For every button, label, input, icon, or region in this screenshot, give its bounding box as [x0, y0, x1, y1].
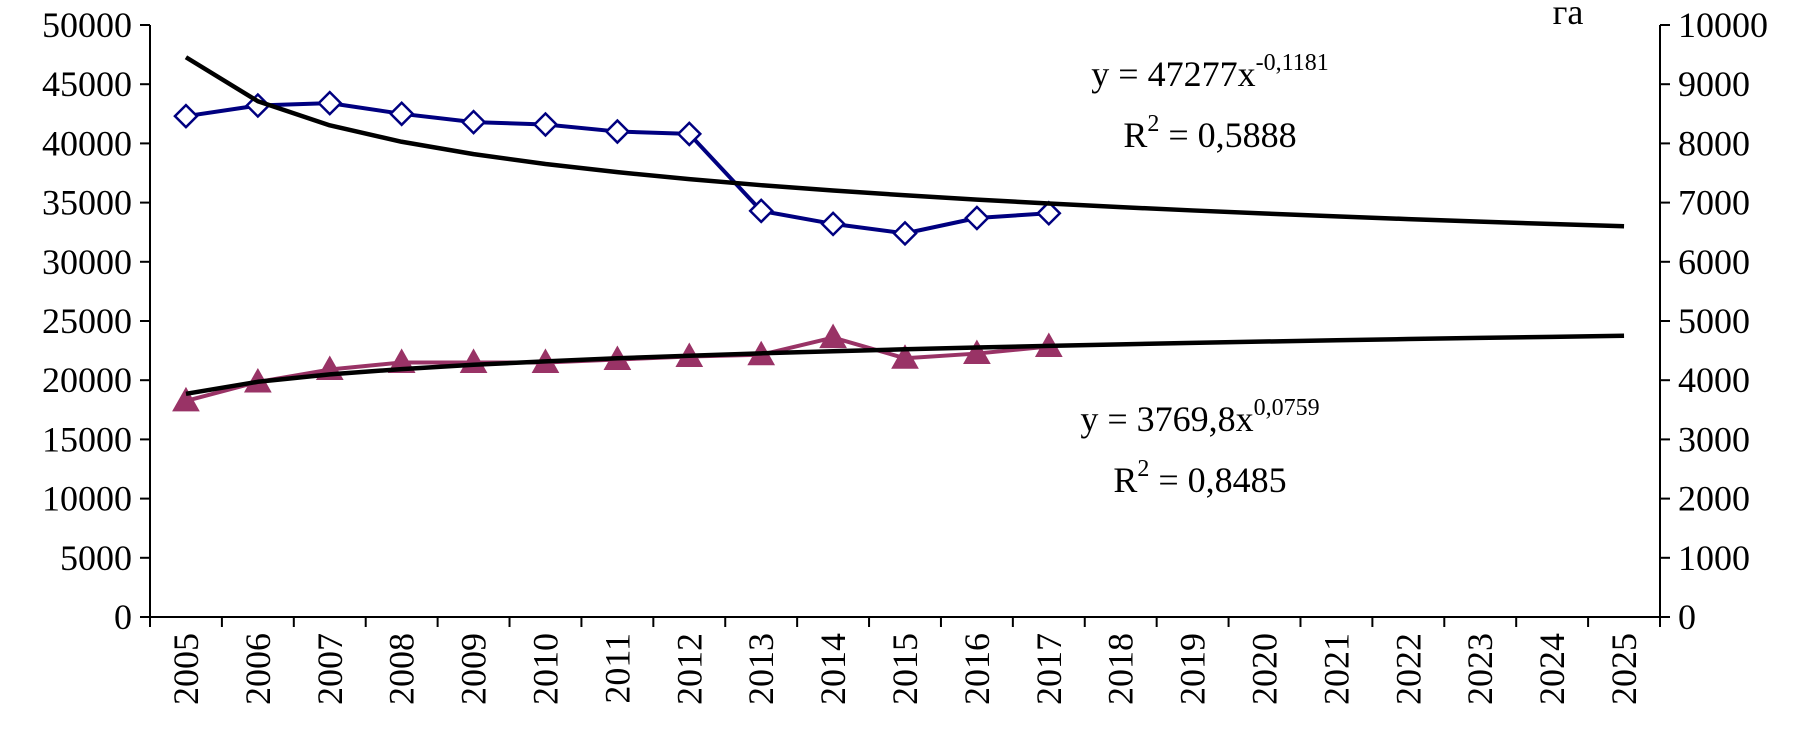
- y2-tick-label: 1000: [1678, 538, 1750, 578]
- diamond-marker: [532, 111, 559, 138]
- equation-base: R: [1123, 115, 1147, 155]
- diamond-marker: [1036, 200, 1062, 227]
- trend-line: [184, 55, 1625, 229]
- trend-line: [185, 333, 1625, 397]
- x-tick-label: 2015: [885, 633, 925, 705]
- y2-tick-label: 9000: [1678, 64, 1750, 104]
- y-tick-label: 45000: [42, 64, 132, 104]
- triangle-marker: [963, 339, 991, 365]
- y2-tick-label: 6000: [1678, 242, 1750, 282]
- y2-tick-label: 4000: [1678, 360, 1750, 400]
- x-tick-label: 2021: [1316, 633, 1356, 705]
- diamond-marker: [460, 109, 487, 135]
- diamond-marker: [820, 211, 846, 237]
- triangle-marker: [819, 323, 847, 349]
- equation-label: y = 47277x-0,1181: [1091, 50, 1328, 94]
- y2-axis-label: га: [1553, 0, 1584, 32]
- y-tick-label: 40000: [42, 123, 132, 163]
- y2-tick-label: 0: [1678, 597, 1696, 637]
- equation-sup: 2: [1147, 111, 1159, 137]
- y-tick-label: 50000: [42, 5, 132, 45]
- x-tick-label: 2020: [1245, 633, 1285, 705]
- x-tick-label: 2019: [1173, 633, 1213, 705]
- y-tick-label: 35000: [42, 183, 132, 223]
- x-tick-label: 2008: [382, 633, 422, 705]
- y-tick-label: 5000: [60, 538, 132, 578]
- diamond-marker: [604, 118, 631, 145]
- y-tick-label: 0: [114, 597, 132, 637]
- equation-label: R2 = 0,5888: [1123, 111, 1296, 155]
- x-tick-label: 2022: [1388, 633, 1428, 705]
- equation-base: R: [1113, 460, 1137, 500]
- x-tick-label: 2007: [310, 633, 350, 705]
- x-tick-label: 2016: [957, 633, 997, 705]
- y-tick-label: 10000: [42, 479, 132, 519]
- y2-tick-label: 3000: [1678, 419, 1750, 459]
- y-tick-label: 15000: [42, 419, 132, 459]
- y-tick-label: 20000: [42, 360, 132, 400]
- equation-sup: 0,0759: [1254, 395, 1320, 421]
- diamond-marker: [892, 220, 918, 247]
- x-tick-label: 2023: [1460, 633, 1500, 705]
- equation-tail: = 0,5888: [1159, 115, 1296, 155]
- x-tick-label: 2025: [1604, 633, 1644, 705]
- y-tick-label: 25000: [42, 301, 132, 341]
- y2-tick-label: 5000: [1678, 301, 1750, 341]
- y-tick-label: 30000: [42, 242, 132, 282]
- x-tick-label: 2024: [1532, 633, 1572, 705]
- diamond-marker: [964, 205, 990, 231]
- diamond-marker: [173, 103, 199, 129]
- y2-tick-label: 7000: [1678, 183, 1750, 223]
- equation-label: R2 = 0,8485: [1113, 456, 1286, 500]
- diamond-marker: [748, 198, 774, 224]
- triangle-marker: [172, 386, 200, 412]
- equation-label: y = 3769,8x0,0759: [1080, 395, 1319, 439]
- x-tick-label: 2014: [813, 633, 853, 705]
- equation-sup: 2: [1137, 456, 1149, 482]
- x-tick-label: 2018: [1101, 633, 1141, 705]
- x-tick-label: 2011: [597, 633, 637, 704]
- equation-base: y = 3769,8x: [1080, 399, 1253, 439]
- x-tick-label: 2009: [454, 633, 494, 705]
- x-tick-label: 2005: [166, 633, 206, 705]
- diamond-marker: [676, 121, 703, 147]
- x-tick-label: 2012: [669, 633, 709, 705]
- equation-tail: = 0,8485: [1149, 460, 1286, 500]
- equation-base: y = 47277x: [1091, 54, 1255, 94]
- triangle-marker: [891, 344, 919, 369]
- y2-tick-label: 10000: [1678, 5, 1768, 45]
- diamond-marker: [388, 101, 415, 127]
- x-tick-label: 2006: [238, 633, 278, 705]
- y2-tick-label: 2000: [1678, 479, 1750, 519]
- x-tick-label: 2013: [741, 633, 781, 705]
- diamond-marker: [316, 90, 343, 116]
- x-tick-label: 2010: [525, 633, 565, 705]
- equation-sup: -0,1181: [1256, 50, 1329, 76]
- x-tick-label: 2017: [1029, 633, 1069, 705]
- y2-tick-label: 8000: [1678, 123, 1750, 163]
